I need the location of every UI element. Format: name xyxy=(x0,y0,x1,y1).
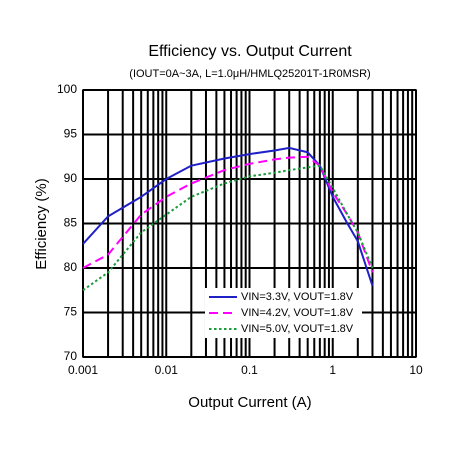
series-line xyxy=(82,155,374,273)
series-line xyxy=(82,146,374,287)
y-tick-label: 90 xyxy=(64,171,78,185)
legend-label: VIN=5.0V, VOUT=1.8V xyxy=(241,323,354,335)
y-tick-label: 70 xyxy=(64,349,78,363)
y-tick-label: 80 xyxy=(64,260,78,274)
x-tick-label: 1 xyxy=(329,363,336,377)
legend-label: VIN=3.3V, VOUT=1.8V xyxy=(241,291,354,303)
legend-label: VIN=4.2V, VOUT=1.8V xyxy=(241,307,354,319)
y-tick-label: 85 xyxy=(64,216,78,230)
chart-title: Efficiency vs. Output Current xyxy=(148,43,352,60)
series-line xyxy=(82,164,374,292)
y-axis-label: Efficiency (%) xyxy=(33,178,50,269)
y-tick-label: 75 xyxy=(64,305,78,319)
x-tick-label: 0.1 xyxy=(241,363,258,377)
x-tick-label: 0.01 xyxy=(155,363,179,377)
x-axis-label: Output Current (A) xyxy=(188,394,311,411)
x-tick-label: 10 xyxy=(409,363,423,377)
y-tick-label: 95 xyxy=(64,127,78,141)
legend: VIN=3.3V, VOUT=1.8V VIN=4.2V, VOUT=1.8V VI… xyxy=(205,288,362,338)
x-tick-label: 0.001 xyxy=(68,363,98,377)
y-tick-label: 100 xyxy=(57,82,77,96)
chart-subtitle: (IOUT=0A~3A, L=1.0μH/HMLQ25201T-1R0MSR) xyxy=(129,68,370,80)
